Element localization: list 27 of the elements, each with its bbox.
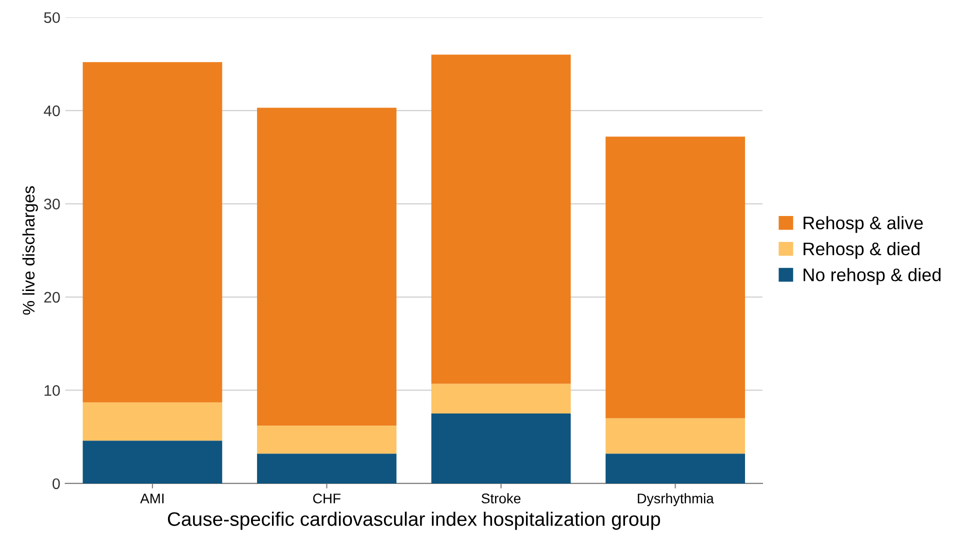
legend-label: No rehosp & died [804,268,941,285]
y-tick-label: 0 [52,478,60,490]
bar [82,440,222,484]
bar [82,402,222,441]
bar [606,418,746,454]
x-tick-label: Dysrhythmia [638,493,714,506]
y-tick-label: 50 [44,12,60,24]
bar [431,414,571,484]
legend-label: Rehosp & died [804,242,920,259]
x-axis-title: Cause-specific cardiovascular index hospitalization group [168,512,660,530]
bar [257,426,396,454]
y-tick-label: 40 [44,105,60,116]
y-tick-label: 20 [44,292,60,303]
x-tick-label: Stroke [482,493,520,504]
y-axis-title: % live discharges [22,186,38,315]
bar [606,454,746,484]
bar [431,54,571,384]
bar [257,454,396,484]
bar [82,62,222,402]
x-tick-label: AMI [140,494,164,504]
bar [257,108,396,426]
y-tick-label: 30 [44,198,60,210]
y-tick-label: 10 [44,385,60,396]
bar [606,136,746,418]
x-tick-label: CHF [313,494,340,504]
legend-label: Rehosp & alive [804,216,923,233]
bar [431,384,571,414]
